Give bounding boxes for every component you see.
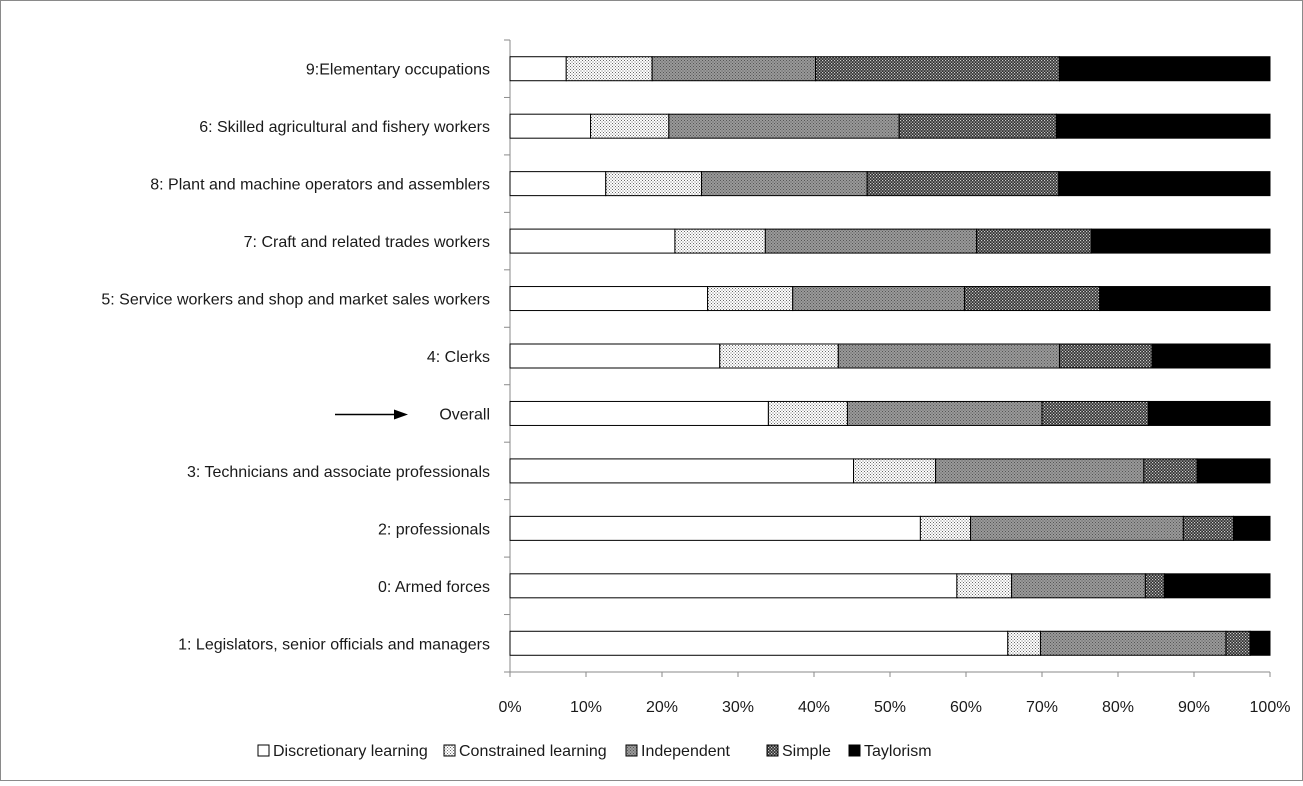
bar-taylorism-5-service-workers-and-shop-and-market-sales-workers xyxy=(1099,286,1271,312)
bar-independent-7-craft-and-related-trades-workers xyxy=(764,228,978,254)
category-label: 4: Clerks xyxy=(427,349,490,366)
x-tick-label: 50% xyxy=(874,699,906,716)
x-tick-label: 20% xyxy=(646,699,678,716)
bar-independent-3-technicians-and-associate-professionals xyxy=(935,458,1145,484)
bar-constrained-learning-0-armed-forces xyxy=(956,573,1013,599)
bar-taylorism-7-craft-and-related-trades-workers xyxy=(1090,228,1271,254)
bar-constrained-learning-7-craft-and-related-trades-workers xyxy=(674,228,766,254)
category-label: 3: Technicians and associate professiona… xyxy=(187,464,490,481)
x-tick-label: 10% xyxy=(570,699,602,716)
bar-taylorism-6-skilled-agricultural-and-fishery-workers xyxy=(1055,113,1271,139)
bar-constrained-learning-6-skilled-agricultural-and-fishery-workers xyxy=(590,113,670,139)
bar-discretionary-learning-7-craft-and-related-trades-workers xyxy=(509,228,676,254)
bar-independent-2-professionals xyxy=(970,515,1184,541)
legend-label-constrained-learning: Constrained learning xyxy=(459,743,607,760)
legend-label-independent: Independent xyxy=(641,743,731,760)
x-tick-label: 80% xyxy=(1102,699,1134,716)
x-tick-label: 60% xyxy=(950,699,982,716)
bar-taylorism-1-legislators-senior-officials-and-managers xyxy=(1249,630,1271,656)
x-tick-label: 0% xyxy=(498,699,521,716)
bar-constrained-learning-4-clerks xyxy=(719,343,839,369)
bar-simple-4-clerks xyxy=(1058,343,1153,369)
bar-constrained-learning-2-professionals xyxy=(919,515,972,541)
category-label: 0: Armed forces xyxy=(378,579,490,596)
x-tick-label: 90% xyxy=(1178,699,1210,716)
bar-simple-8-plant-and-machine-operators-and-assemblers xyxy=(866,171,1060,197)
bar-simple-6-skilled-agricultural-and-fishery-workers xyxy=(898,113,1057,139)
bar-simple-0-armed-forces xyxy=(1144,573,1165,599)
category-label: Overall xyxy=(439,406,490,423)
category-label: 2: professionals xyxy=(378,521,490,538)
bar-simple-1-legislators-senior-officials-and-managers xyxy=(1225,630,1251,656)
bar-taylorism-4-clerks xyxy=(1151,343,1271,369)
bar-discretionary-learning-9-elementary-occupations xyxy=(509,56,567,82)
legend-swatch-taylorism xyxy=(848,744,861,757)
bar-independent-1-legislators-senior-officials-and-managers xyxy=(1039,630,1227,656)
x-tick-label: 100% xyxy=(1250,699,1291,716)
category-label: 7: Craft and related trades workers xyxy=(244,234,490,251)
category-label: 6: Skilled agricultural and fishery work… xyxy=(199,119,490,136)
bar-independent-overall xyxy=(846,400,1043,426)
bar-simple-5-service-workers-and-shop-and-market-sales-workers xyxy=(963,286,1101,312)
bar-discretionary-learning-overall xyxy=(509,400,769,426)
category-label: 1: Legislators, senior officials and man… xyxy=(178,636,490,653)
bar-simple-9-elementary-occupations xyxy=(815,56,1060,82)
bar-independent-9-elementary-occupations xyxy=(651,56,817,82)
bar-simple-overall xyxy=(1041,400,1149,426)
bar-independent-8-plant-and-machine-operators-and-assemblers xyxy=(701,171,868,197)
bar-discretionary-learning-1-legislators-senior-officials-and-managers xyxy=(509,630,1009,656)
category-label: 8: Plant and machine operators and assem… xyxy=(150,177,490,194)
bar-constrained-learning-9-elementary-occupations xyxy=(565,56,653,82)
bar-taylorism-0-armed-forces xyxy=(1163,573,1271,599)
bar-simple-7-craft-and-related-trades-workers xyxy=(976,228,1092,254)
category-label: 5: Service workers and shop and market s… xyxy=(101,292,490,309)
bar-discretionary-learning-6-skilled-agricultural-and-fishery-workers xyxy=(509,113,592,139)
category-label: 9:Elementary occupations xyxy=(306,62,490,79)
bar-discretionary-learning-2-professionals xyxy=(509,515,921,541)
bar-taylorism-8-plant-and-machine-operators-and-assemblers xyxy=(1058,171,1271,197)
bar-taylorism-2-professionals xyxy=(1233,515,1271,541)
legend-label-taylorism: Taylorism xyxy=(864,743,932,760)
legend-swatch-constrained-learning xyxy=(443,744,456,757)
legend-swatch-discretionary-learning xyxy=(257,744,270,757)
bar-constrained-learning-overall xyxy=(767,400,848,426)
bar-simple-2-professionals xyxy=(1182,515,1235,541)
bar-independent-0-armed-forces xyxy=(1011,573,1146,599)
bar-independent-5-service-workers-and-shop-and-market-sales-workers xyxy=(792,286,965,312)
legend-swatch-simple xyxy=(766,744,779,757)
x-tick-label: 30% xyxy=(722,699,754,716)
legend-swatch-independent xyxy=(625,744,638,757)
legend-label-discretionary-learning: Discretionary learning xyxy=(273,743,428,760)
bar-independent-6-skilled-agricultural-and-fishery-workers xyxy=(668,113,900,139)
legend-label-simple: Simple xyxy=(782,743,831,760)
bar-taylorism-3-technicians-and-associate-professionals xyxy=(1196,458,1271,484)
bar-discretionary-learning-0-armed-forces xyxy=(509,573,958,599)
bar-discretionary-learning-4-clerks xyxy=(509,343,721,369)
bar-constrained-learning-5-service-workers-and-shop-and-market-sales-workers xyxy=(707,286,794,312)
bar-simple-3-technicians-and-associate-professionals xyxy=(1143,458,1198,484)
overall-arrow xyxy=(335,409,408,420)
bar-constrained-learning-1-legislators-senior-officials-and-managers xyxy=(1007,630,1041,656)
bar-taylorism-overall xyxy=(1147,400,1271,426)
x-tick-label: 70% xyxy=(1026,699,1058,716)
bar-discretionary-learning-8-plant-and-machine-operators-and-assemblers xyxy=(509,171,607,197)
bar-discretionary-learning-3-technicians-and-associate-professionals xyxy=(509,458,855,484)
x-tick-label: 40% xyxy=(798,699,830,716)
bar-constrained-learning-3-technicians-and-associate-professionals xyxy=(853,458,937,484)
bar-discretionary-learning-5-service-workers-and-shop-and-market-sales-workers xyxy=(509,286,709,312)
bar-constrained-learning-8-plant-and-machine-operators-and-assemblers xyxy=(605,171,703,197)
bar-independent-4-clerks xyxy=(837,343,1060,369)
bar-taylorism-9-elementary-occupations xyxy=(1058,56,1271,82)
